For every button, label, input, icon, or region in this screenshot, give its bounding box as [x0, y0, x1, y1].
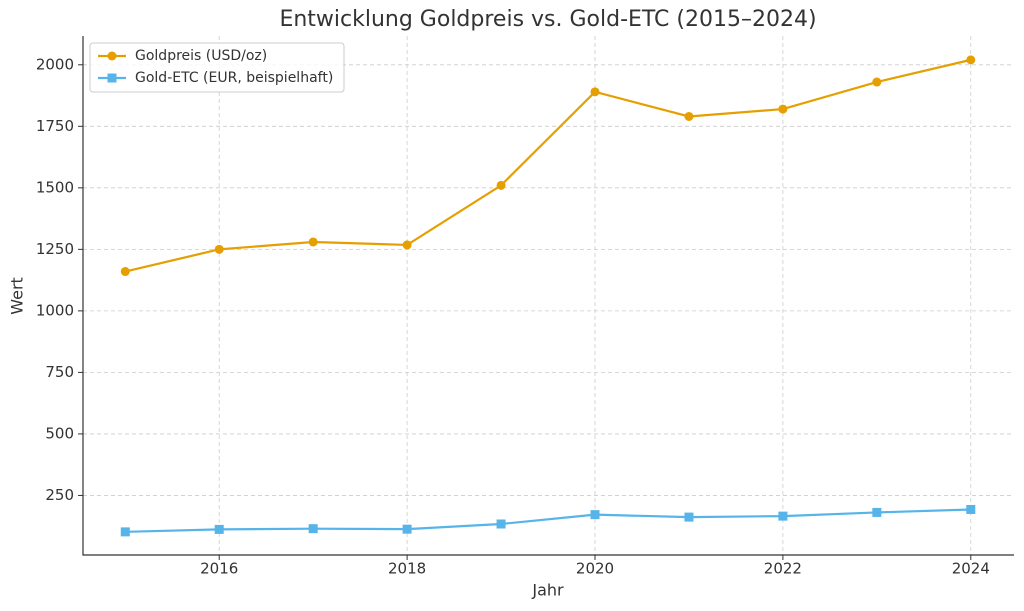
y-tick-label: 750: [45, 363, 74, 381]
x-axis-label: Jahr: [531, 581, 564, 600]
data-point: [214, 244, 224, 254]
data-point: [120, 267, 130, 277]
y-tick-label: 1000: [36, 301, 74, 319]
series-line: [125, 58, 972, 273]
y-tick-label: 250: [45, 486, 74, 504]
series-line: [125, 508, 971, 533]
data-point: [590, 87, 600, 97]
data-point: [214, 524, 224, 534]
legend-marker: [107, 73, 117, 83]
y-tick-label: 500: [45, 424, 74, 442]
legend-marker: [107, 51, 117, 61]
x-tick-label: 2024: [952, 560, 990, 578]
legend-box: [89, 42, 345, 93]
chart-title: Entwicklung Goldpreis vs. Gold-ETC (2015…: [279, 7, 816, 32]
data-point: [684, 111, 694, 121]
data-point: [778, 511, 788, 521]
axis-frame: [82, 36, 1014, 556]
data-point: [966, 55, 976, 65]
data-point: [120, 527, 130, 537]
legend-label: Gold-ETC (EUR, beispielhaft): [135, 70, 333, 86]
data-point: [308, 524, 318, 534]
data-point: [684, 512, 694, 522]
data-point: [496, 519, 506, 529]
x-tick-label: 2020: [576, 560, 614, 578]
x-tick-label: 2018: [388, 560, 426, 578]
y-tick-label: 2000: [36, 55, 74, 73]
data-point: [872, 507, 882, 517]
data-point: [308, 237, 318, 247]
data-point: [966, 504, 976, 514]
data-point: [496, 180, 506, 190]
y-tick-label: 1750: [36, 117, 74, 135]
data-point: [590, 510, 600, 520]
y-axis-label: Wert: [8, 277, 27, 315]
y-tick-label: 1500: [36, 178, 74, 196]
data-point: [402, 240, 412, 250]
y-tick-label: 1250: [36, 240, 74, 258]
legend-label: Goldpreis (USD/oz): [135, 48, 267, 64]
x-tick-label: 2016: [200, 560, 238, 578]
x-tick-label: 2022: [764, 560, 802, 578]
data-point: [778, 104, 788, 114]
data-point: [872, 77, 882, 87]
data-point: [402, 524, 412, 534]
